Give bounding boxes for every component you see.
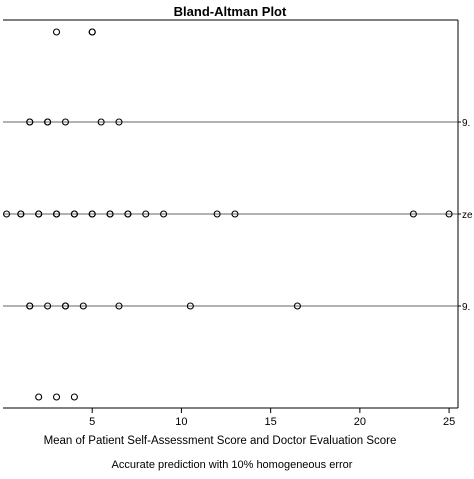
data-point (186, 302, 194, 310)
data-point (79, 302, 87, 310)
data-point (35, 210, 43, 218)
reference-label: 9. (462, 302, 470, 313)
reference-label: ze (462, 210, 473, 221)
data-point (44, 302, 52, 310)
data-point (124, 210, 132, 218)
data-points (3, 28, 453, 401)
data-point (26, 302, 34, 310)
x-tick-label: 25 (443, 416, 455, 428)
chart-note: Accurate prediction with 10% homogeneous… (112, 459, 353, 471)
data-point (17, 210, 25, 218)
data-point (52, 210, 61, 218)
data-point (3, 210, 11, 218)
x-axis-label: Mean of Patient Self-Assessment Score an… (44, 435, 397, 447)
data-point (88, 28, 96, 36)
data-point (97, 118, 105, 126)
data-point (142, 210, 150, 218)
chart-title: Bland-Altman Plot (174, 4, 287, 19)
data-point (231, 210, 239, 218)
data-point (70, 210, 78, 218)
x-tick-label: 15 (265, 416, 277, 428)
reference-label: 9. (462, 118, 470, 129)
reference-lines (3, 121, 458, 307)
data-point (445, 210, 453, 218)
x-tick-label: 10 (175, 416, 187, 428)
data-point (35, 393, 43, 401)
x-axis-ticks: 5 10 15 20 25 (89, 408, 455, 428)
data-point (293, 302, 301, 310)
data-point (26, 118, 34, 126)
data-point (213, 210, 221, 218)
data-point (44, 118, 52, 126)
data-point (61, 302, 70, 310)
data-point (61, 118, 70, 126)
data-point (106, 210, 114, 218)
data-point (160, 210, 168, 218)
x-tick-label: 20 (354, 416, 366, 428)
data-point (409, 210, 417, 218)
x-tick-label: 5 (89, 416, 95, 428)
data-point (88, 210, 96, 218)
reference-labels: 9. ze 9. (458, 118, 473, 313)
data-point (52, 28, 61, 36)
data-point (70, 393, 78, 401)
data-point (115, 118, 123, 126)
data-point (115, 302, 123, 310)
data-point (52, 393, 61, 401)
